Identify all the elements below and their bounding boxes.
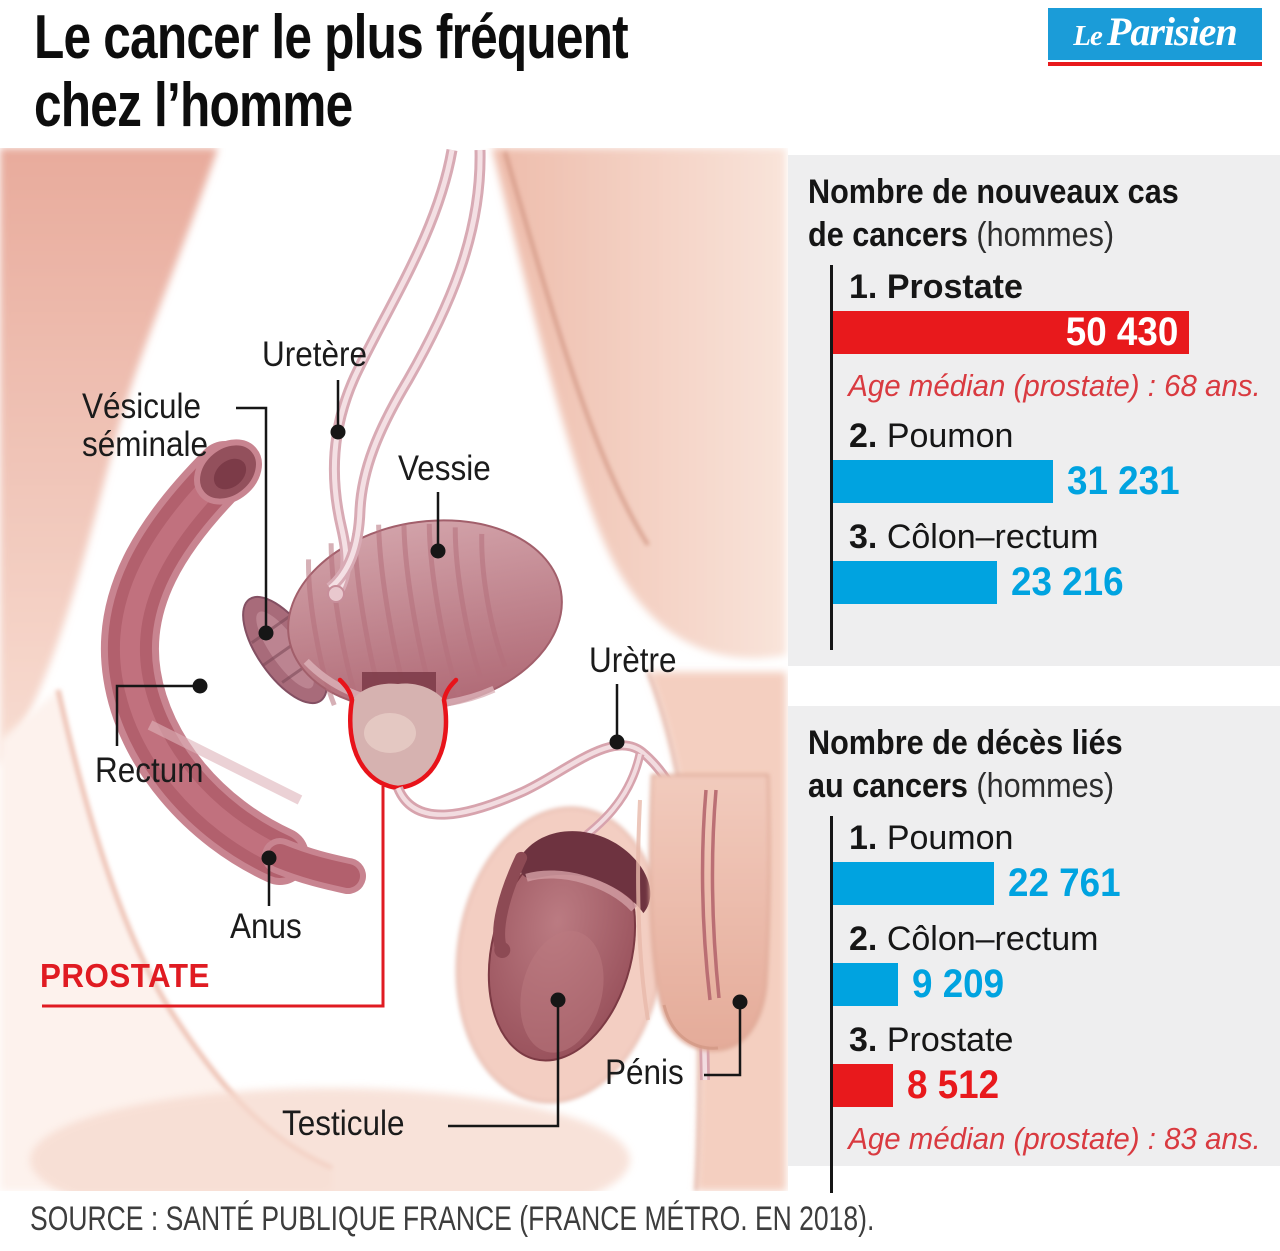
- value-colon-deaths: 9 209: [912, 962, 1005, 1006]
- median-age-note-deaths: Age médian (prostate) : 83 ans.: [848, 1121, 1261, 1156]
- value-prostate-cases: 50 430: [1065, 310, 1178, 354]
- logo-red-underline: [1048, 62, 1262, 66]
- label-prostate: PROSTATE: [40, 957, 210, 994]
- new-cases-item-1-label: 1. Prostate: [849, 268, 1023, 306]
- label-penis: Pénis: [605, 1053, 684, 1092]
- label-testicule: Testicule: [282, 1104, 405, 1143]
- deaths-chart: 1. Poumon 22 761 2. Côlon–rectum 9 209 3…: [830, 816, 1270, 1193]
- leader-lines: [115, 380, 742, 1128]
- bar-colon-deaths: [833, 963, 898, 1006]
- label-uretere: Uretère: [262, 335, 368, 374]
- label-vesicule-seminale: Vésicule séminale: [82, 387, 209, 464]
- panel-new-cases-title: Nombre de nouveaux cas de cancers (homme…: [808, 173, 1179, 254]
- prostate-leader-line: [42, 786, 385, 1008]
- value-poumon-deaths: 22 761: [1008, 861, 1121, 905]
- deaths-item-1-label: 1. Poumon: [849, 819, 1014, 857]
- new-cases-bar-poumon: 31 231: [833, 459, 1270, 503]
- panel-deaths-title: Nombre de décès liés au cancers (hommes): [808, 724, 1123, 805]
- bar-prostate-deaths: [833, 1064, 893, 1107]
- value-colon-cases: 23 216: [1011, 560, 1124, 604]
- prostate-shape: [337, 672, 459, 791]
- new-cases-item-3-label: 3. Côlon–rectum: [849, 518, 1099, 556]
- deaths-bar-colon: 9 209: [833, 962, 1270, 1006]
- bar-colon-cases: [833, 561, 997, 604]
- new-cases-bar-prostate: 50 430: [833, 310, 1270, 354]
- deaths-bar-poumon: 22 761: [833, 861, 1270, 905]
- value-prostate-deaths: 8 512: [907, 1063, 1000, 1107]
- bar-prostate-cases: 50 430: [833, 310, 1189, 354]
- median-age-note-cases: Age médian (prostate) : 68 ans.: [848, 368, 1261, 403]
- deaths-bar-prostate: 8 512: [833, 1063, 1270, 1107]
- bar-poumon-cases: [833, 460, 1053, 503]
- source-text: SOURCE : SANTÉ PUBLIQUE FRANCE (FRANCE M…: [30, 1200, 875, 1238]
- logo-text: Le Parisien: [1073, 9, 1237, 54]
- deaths-item-3-label: 3. Prostate: [849, 1021, 1014, 1059]
- leader-dots: [192, 424, 748, 1010]
- penis-shape: [636, 774, 771, 1052]
- new-cases-chart: 1. Prostate 50 430 Age médian (prostate)…: [830, 265, 1270, 650]
- deaths-item-2-label: 2. Côlon–rectum: [849, 920, 1099, 958]
- page-title: Le cancer le plus fréquent chez l’homme: [34, 3, 629, 140]
- ureter-tubes: [326, 149, 486, 603]
- panel-deaths: Nombre de décès liés au cancers (hommes)…: [788, 706, 1280, 1193]
- new-cases-item-2-label: 2. Poumon: [849, 417, 1014, 455]
- label-rectum: Rectum: [95, 751, 204, 790]
- label-vessie: Vessie: [398, 449, 491, 488]
- label-anus: Anus: [230, 907, 302, 946]
- logo-background: Le Parisien: [1048, 8, 1262, 62]
- bar-poumon-deaths: [833, 862, 994, 905]
- value-poumon-cases: 31 231: [1067, 459, 1180, 503]
- label-uretre: Urètre: [589, 641, 677, 680]
- new-cases-bar-colon: 23 216: [833, 560, 1270, 604]
- testicle-shape: [487, 831, 651, 1062]
- rectum-shape: [100, 439, 366, 894]
- le-parisien-logo: Le Parisien: [1048, 8, 1262, 66]
- panel-new-cases: Nombre de nouveaux cas de cancers (homme…: [788, 155, 1280, 666]
